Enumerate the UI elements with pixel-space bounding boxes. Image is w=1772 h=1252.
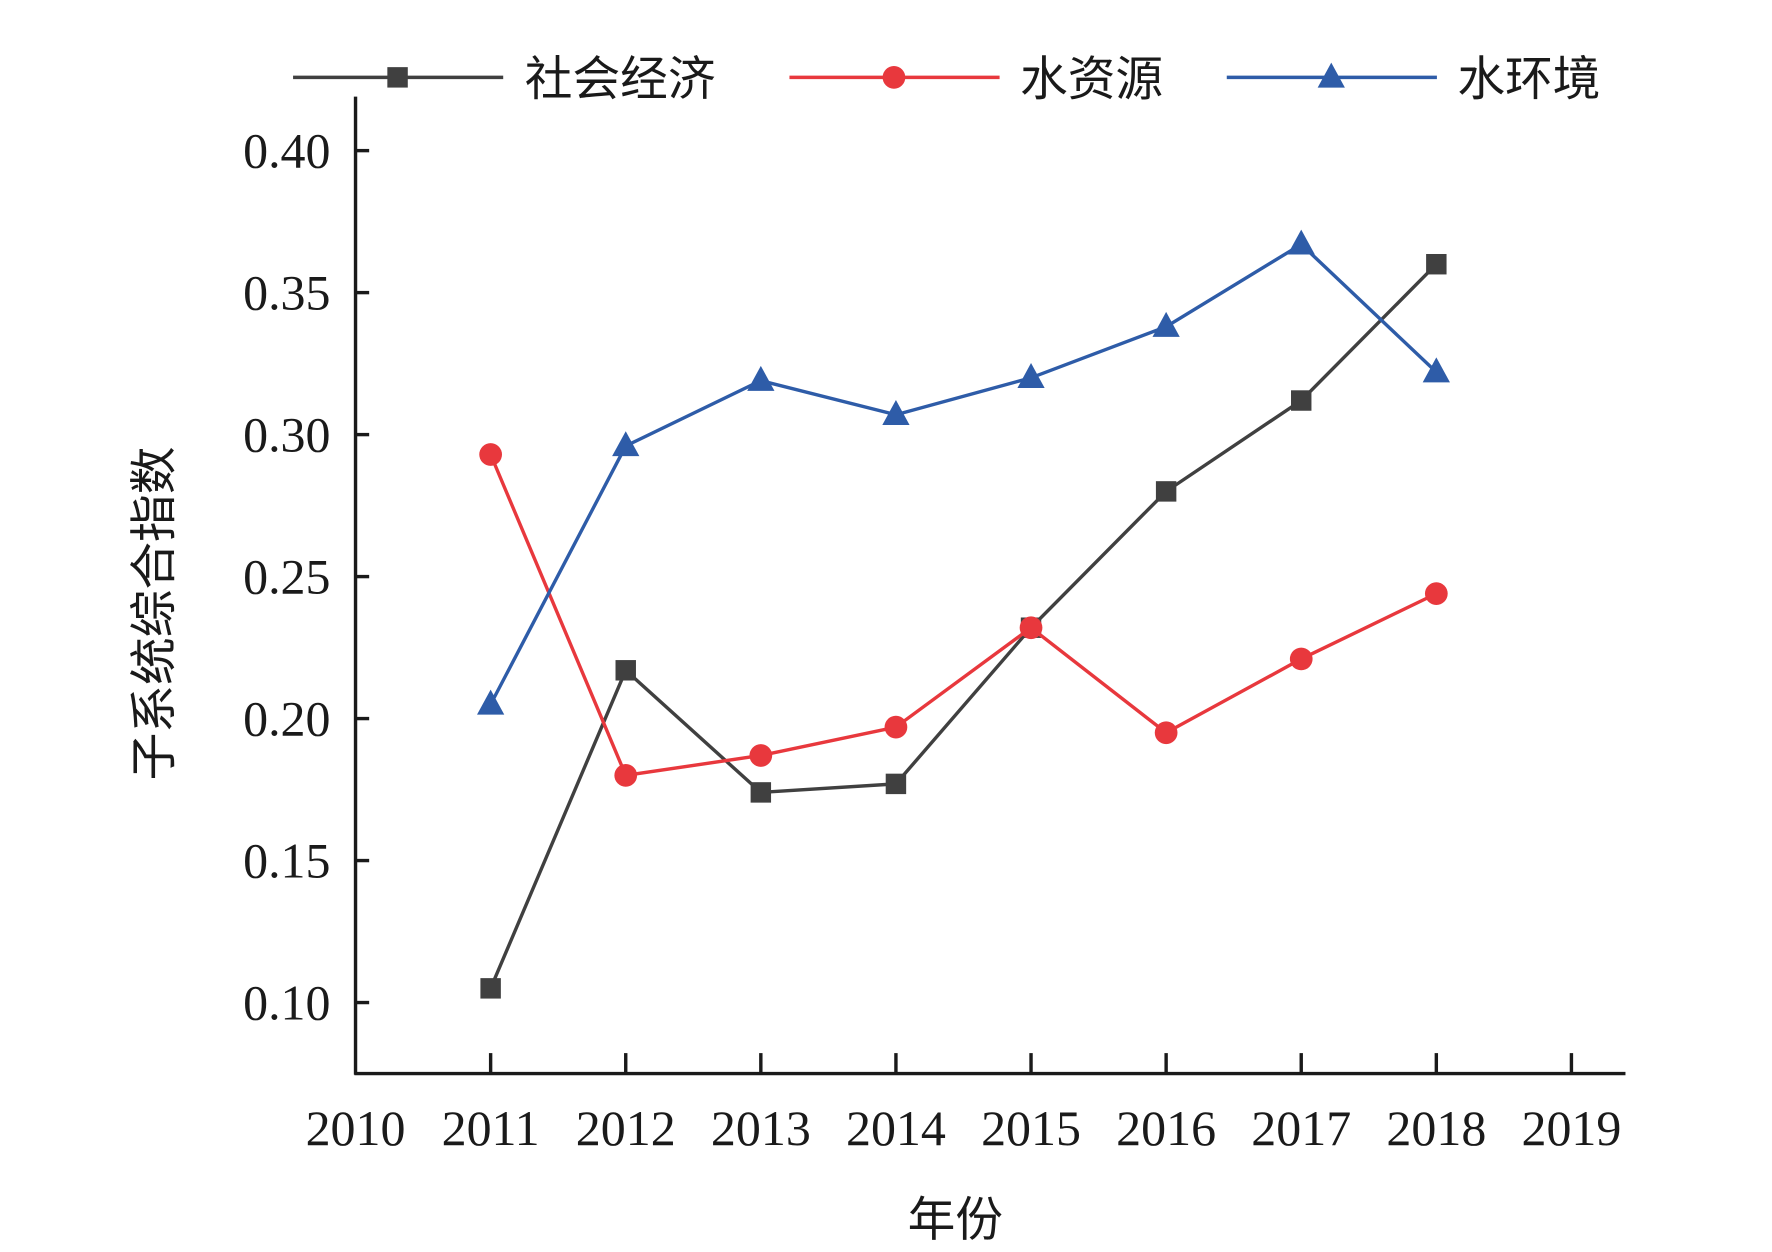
y-tick-label: 0.30 — [243, 407, 330, 463]
data-point — [1152, 311, 1180, 337]
series-line — [489, 242, 1438, 706]
y-tick-label: 0.35 — [243, 265, 330, 321]
x-tick-label: 2016 — [1116, 1100, 1216, 1156]
x-tick-label: 2013 — [711, 1100, 811, 1156]
data-point — [477, 689, 505, 715]
y-axis-label: 子系统综合指数 — [127, 447, 182, 781]
legend-marker — [387, 67, 408, 88]
data-point — [1422, 357, 1450, 383]
legend-marker — [1317, 62, 1345, 88]
legend-label: 水环境 — [1457, 53, 1600, 108]
data-point — [1289, 647, 1313, 671]
x-tick-label: 2015 — [981, 1100, 1081, 1156]
x-tick-label: 2010 — [306, 1100, 406, 1156]
data-point — [479, 443, 502, 466]
data-point — [1017, 363, 1045, 389]
data-point — [884, 715, 908, 739]
x-tick-label: 2011 — [442, 1100, 540, 1156]
data-point — [1154, 721, 1178, 745]
y-tick-label: 0.20 — [243, 691, 330, 747]
x-tick-label: 2012 — [576, 1100, 676, 1156]
x-tick-label: 2017 — [1251, 1100, 1351, 1156]
legend-marker — [882, 66, 906, 89]
data-point — [750, 782, 772, 803]
data-point — [614, 764, 638, 787]
legend-item-2: 水资源 — [789, 53, 1163, 108]
x-tick-label: 2019 — [1521, 1100, 1621, 1156]
data-point — [747, 365, 775, 391]
y-tick-label: 0.40 — [243, 123, 330, 179]
data-point — [1426, 253, 1447, 275]
x-tick-label: 2018 — [1386, 1100, 1486, 1156]
data-point — [1424, 582, 1448, 605]
legend-item-3: 水环境 — [1226, 53, 1600, 108]
y-tick-label: 0.25 — [243, 549, 330, 605]
data-point — [1291, 390, 1312, 411]
series-line — [489, 453, 1438, 778]
series-1 — [480, 253, 1447, 999]
data-point — [480, 978, 501, 999]
y-tick-label: 0.10 — [243, 975, 330, 1031]
axes — [353, 96, 1626, 1076]
data-point — [612, 431, 640, 457]
legend: 社会经济 水资源 水环境 — [293, 53, 1600, 108]
series-2 — [479, 443, 1448, 787]
data-point — [885, 773, 907, 795]
x-axis-label: 年份 — [908, 1193, 1003, 1248]
series-line — [489, 263, 1438, 990]
data-point — [749, 744, 773, 767]
x-tick-label: 2014 — [846, 1100, 946, 1156]
data-point — [882, 399, 910, 425]
data-point — [1287, 229, 1315, 255]
data-point — [615, 660, 636, 681]
data-point — [1019, 616, 1043, 640]
data-point — [1155, 481, 1177, 502]
y-tick-label: 0.15 — [243, 833, 330, 889]
legend-label: 社会经济 — [525, 53, 716, 108]
series-3 — [477, 229, 1450, 715]
legend-label: 水资源 — [1020, 53, 1163, 108]
legend-item-1: 社会经济 — [293, 53, 716, 108]
